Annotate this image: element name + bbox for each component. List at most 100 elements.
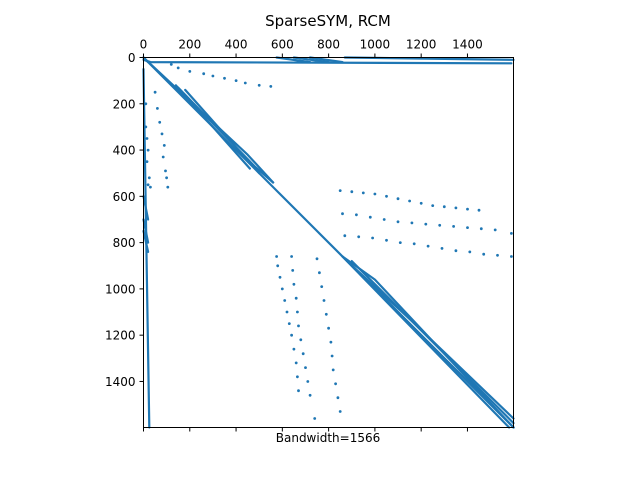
nonzero-entry xyxy=(466,207,469,211)
nonzero-band-14 xyxy=(142,58,513,65)
nonzero-entry xyxy=(466,226,469,230)
nonzero-entry xyxy=(278,275,282,279)
x-tick-label: 200 xyxy=(178,38,201,52)
x-tick-label: 0 xyxy=(140,38,148,52)
nonzero-entry xyxy=(479,227,483,231)
nonzero-band-4 xyxy=(174,84,251,170)
nonzero-cluster-24 xyxy=(341,212,513,235)
x-axis-label: Bandwidth=1566 xyxy=(276,431,380,445)
x-tick-label: 1200 xyxy=(406,38,437,52)
nonzero-cluster-23 xyxy=(338,189,481,212)
nonzero-entry xyxy=(292,282,296,286)
nonzero-cluster-21 xyxy=(153,90,170,189)
nonzero-entry xyxy=(322,299,326,302)
nonzero-entry xyxy=(283,299,287,302)
nonzero-entry xyxy=(280,287,284,291)
nonzero-entry xyxy=(294,296,298,300)
nonzero-entry xyxy=(454,206,458,210)
y-tick-label: 400 xyxy=(113,144,136,158)
nonzero-entry xyxy=(338,410,342,413)
nonzero-entry xyxy=(477,208,481,212)
y-tick-label: 1200 xyxy=(105,329,136,343)
nonzero-entry xyxy=(292,347,296,351)
nonzero-cluster-25 xyxy=(343,234,513,258)
nonzero-entry xyxy=(304,366,307,369)
nonzero-entry xyxy=(234,79,238,82)
nonzero-entry xyxy=(291,269,295,272)
nonzero-entry xyxy=(297,324,300,328)
nonzero-entry xyxy=(290,255,293,258)
nonzero-entry xyxy=(156,107,159,110)
x-tick-label: 800 xyxy=(317,38,340,52)
x-axis: 0 200 400 600 800 1000 1200 1400 xyxy=(140,38,483,432)
nonzero-entry xyxy=(318,271,321,275)
nonzero-entry xyxy=(296,310,299,314)
nonzero-entry xyxy=(357,235,361,239)
x-tick-label: 1000 xyxy=(360,38,391,52)
nonzero-band-9 xyxy=(350,264,515,429)
nonzero-entry xyxy=(468,250,472,254)
nonzero-entry xyxy=(153,90,157,94)
nonzero-entry xyxy=(385,238,388,242)
nonzero-band-15 xyxy=(275,56,312,64)
chart-title: SparseSYM, RCM xyxy=(265,12,391,30)
nonzero-entry xyxy=(147,176,151,180)
nonzero-entry xyxy=(431,204,435,208)
nonzero-entry xyxy=(164,169,167,173)
nonzero-entry xyxy=(341,212,344,216)
nonzero-entry xyxy=(144,102,148,106)
y-tick-label: 200 xyxy=(113,97,136,111)
nonzero-entry xyxy=(275,255,278,258)
nonzero-cluster-22 xyxy=(169,63,273,88)
nonzero-entry xyxy=(385,194,388,198)
nonzero-entry xyxy=(296,375,299,379)
nonzero-entry xyxy=(426,244,430,248)
nonzero-entry xyxy=(442,205,446,209)
nonzero-band-19 xyxy=(142,68,151,429)
nonzero-entry xyxy=(410,221,414,225)
nonzero-entry xyxy=(496,253,499,257)
nonzero-entry xyxy=(320,285,324,288)
nonzero-entry xyxy=(211,74,215,78)
nonzero-entry xyxy=(315,257,319,261)
nonzero-entry xyxy=(306,380,310,383)
nonzero-entry xyxy=(454,249,458,253)
nonzero-entry xyxy=(297,389,300,393)
nonzero-band-2 xyxy=(177,86,275,184)
nonzero-entry xyxy=(299,338,303,342)
nonzero-entry xyxy=(368,215,372,219)
nonzero-entry xyxy=(169,63,173,66)
x-tick-label: 400 xyxy=(225,38,248,52)
nonzero-entry xyxy=(343,234,347,238)
nonzero-entry xyxy=(324,312,328,316)
nonzero-entry xyxy=(160,132,164,136)
plot-marks xyxy=(142,56,515,429)
nonzero-entry xyxy=(146,183,150,187)
nonzero-entry xyxy=(493,228,497,232)
nonzero-entry xyxy=(161,155,165,159)
nonzero-cluster-26 xyxy=(275,255,300,393)
nonzero-cluster-20 xyxy=(144,102,152,189)
nonzero-entry xyxy=(438,223,442,227)
nonzero-band-1 xyxy=(142,56,275,184)
nonzero-entry xyxy=(482,252,486,256)
nonzero-entry xyxy=(334,382,337,386)
nonzero-entry xyxy=(144,125,148,129)
y-axis: 0 200 400 600 800 1000 1200 1400 xyxy=(105,51,144,389)
nonzero-entry xyxy=(313,417,317,420)
nonzero-entry xyxy=(330,354,334,358)
y-tick-label: 800 xyxy=(113,236,136,250)
nonzero-band-16 xyxy=(292,56,330,64)
nonzero-entry xyxy=(162,144,166,147)
nonzero-entry xyxy=(301,352,305,356)
nonzero-entry xyxy=(440,247,444,250)
y-tick-label: 1400 xyxy=(105,375,136,389)
y-tick-label: 1000 xyxy=(105,282,136,296)
y-tick-label: 0 xyxy=(128,51,136,65)
plot-frame xyxy=(143,57,514,428)
nonzero-entry xyxy=(361,191,365,195)
nonzero-cluster-27 xyxy=(290,255,317,420)
